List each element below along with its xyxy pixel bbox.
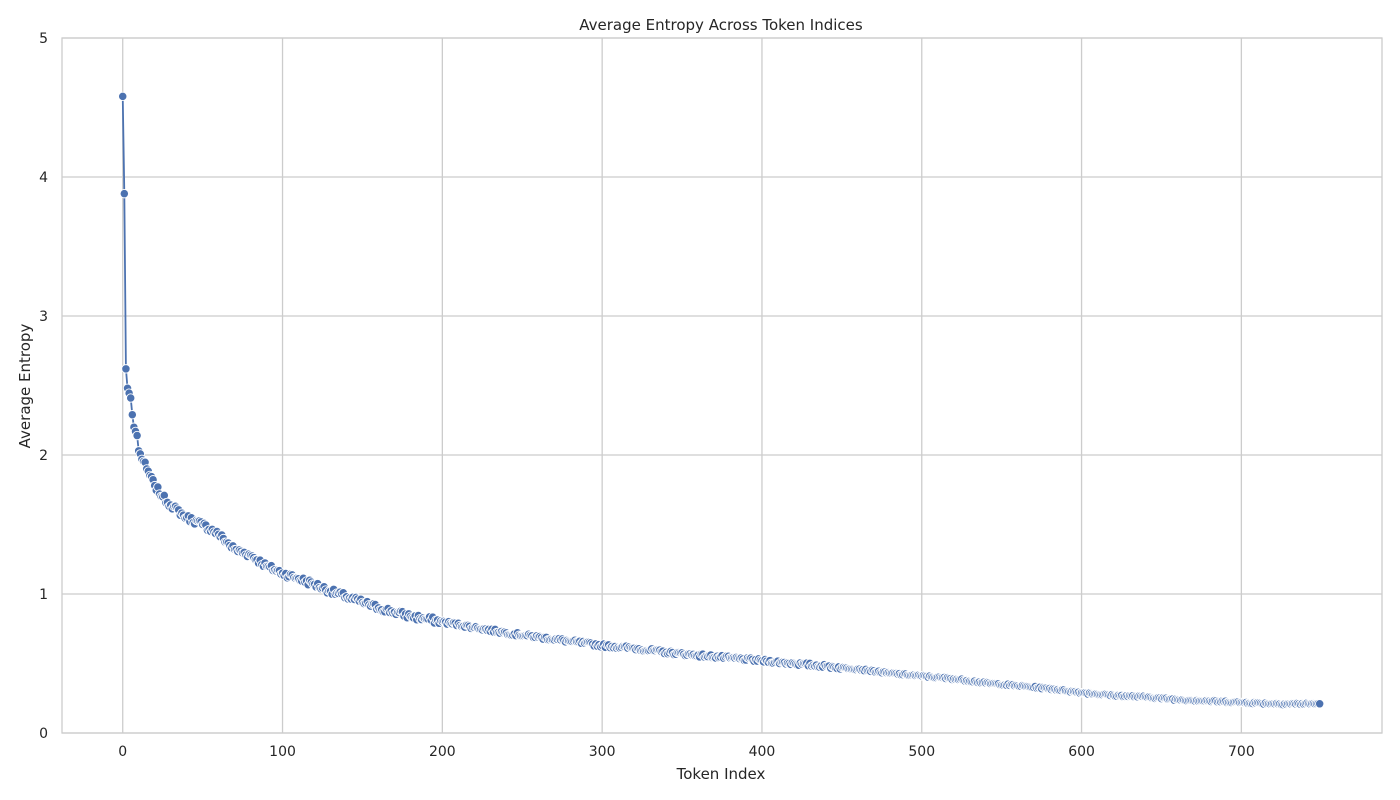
- data-point: [119, 189, 129, 199]
- data-point: [126, 393, 136, 403]
- data-points: [118, 91, 1325, 710]
- x-tick-label: 0: [118, 744, 127, 760]
- y-tick-label: 5: [39, 31, 48, 47]
- data-point: [132, 430, 142, 441]
- y-tick-label: 3: [39, 309, 48, 325]
- tick-labels: 0 100 200 300 400 500 600 700 0 1 2 3 4 5: [39, 31, 1255, 760]
- plot-frame: [61, 37, 1383, 734]
- data-point: [118, 91, 128, 102]
- x-axis-label: Token Index: [676, 765, 766, 783]
- chart-title: Average Entropy Across Token Indices: [579, 16, 863, 34]
- x-tick-label: 200: [429, 744, 456, 760]
- x-tick-label: 600: [1068, 744, 1095, 760]
- x-tick-label: 400: [749, 744, 776, 760]
- y-tick-label: 4: [39, 170, 48, 186]
- y-tick-label: 2: [39, 448, 48, 464]
- data-point: [1315, 699, 1325, 709]
- y-tick-label: 0: [39, 726, 48, 742]
- y-tick-label: 1: [39, 587, 48, 603]
- x-tick-label: 700: [1228, 744, 1255, 760]
- data-point: [121, 364, 131, 374]
- x-tick-label: 100: [269, 744, 296, 760]
- x-tick-label: 500: [908, 744, 935, 760]
- data-point: [127, 410, 137, 420]
- y-axis-label: Average Entropy: [16, 324, 34, 449]
- x-tick-label: 300: [589, 744, 616, 760]
